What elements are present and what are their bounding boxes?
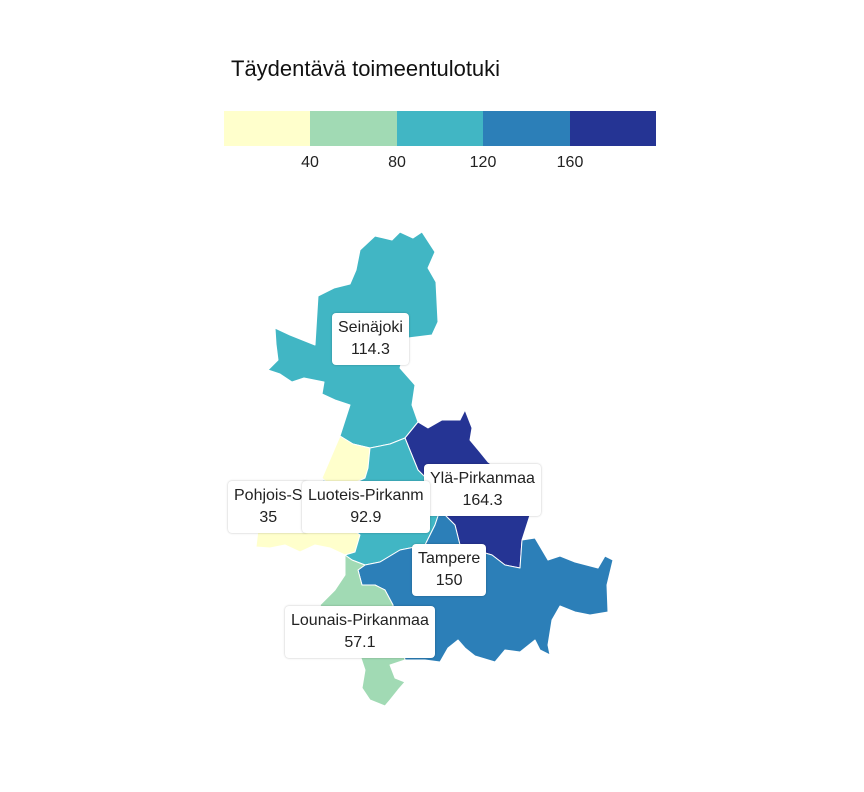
label-seinajoki: Seinäjoki 114.3 — [332, 313, 409, 365]
legend-swatch-2 — [310, 111, 397, 146]
legend-color-bar — [224, 111, 657, 146]
region-value: 92.9 — [350, 509, 382, 526]
region-value: 114.3 — [351, 341, 390, 358]
region-value: 150 — [435, 572, 463, 589]
region-value: 57.1 — [344, 634, 376, 651]
label-yla-pirkanmaa: Ylä-Pirkanmaa 164.3 — [424, 464, 541, 516]
legend-tick: 160 — [556, 154, 584, 171]
legend-swatch-5 — [569, 111, 657, 146]
label-pohjois-satakunta: Pohjois-S 35 — [228, 481, 309, 533]
region-name: Luoteis-Pirkanm — [308, 487, 424, 504]
legend-ticks: 40 80 120 160 — [224, 154, 656, 174]
legend-tick: 120 — [469, 154, 497, 171]
region-value: 164.3 — [462, 492, 503, 509]
region-value: 35 — [259, 509, 278, 526]
region-name: Lounais-Pirkanmaa — [291, 612, 429, 629]
region-name: Ylä-Pirkanmaa — [430, 470, 535, 487]
legend-tick: 40 — [301, 154, 319, 171]
legend-title: Täydentävä toimeentulotuki — [231, 56, 501, 81]
legend-swatch-4 — [483, 111, 570, 146]
legend-swatch-3 — [396, 111, 484, 146]
legend-swatch-1 — [224, 111, 311, 146]
label-luoteis-pirkanmaa: Luoteis-Pirkanm 92.9 — [302, 481, 430, 533]
region-name: Seinäjoki — [338, 319, 403, 336]
legend-tick: 80 — [388, 154, 406, 171]
region-name: Tampere — [418, 550, 481, 567]
label-tampere: Tampere 150 — [412, 544, 487, 596]
region-name: Pohjois-S — [234, 487, 303, 504]
label-lounais-pirkanmaa: Lounais-Pirkanmaa 57.1 — [285, 606, 435, 658]
